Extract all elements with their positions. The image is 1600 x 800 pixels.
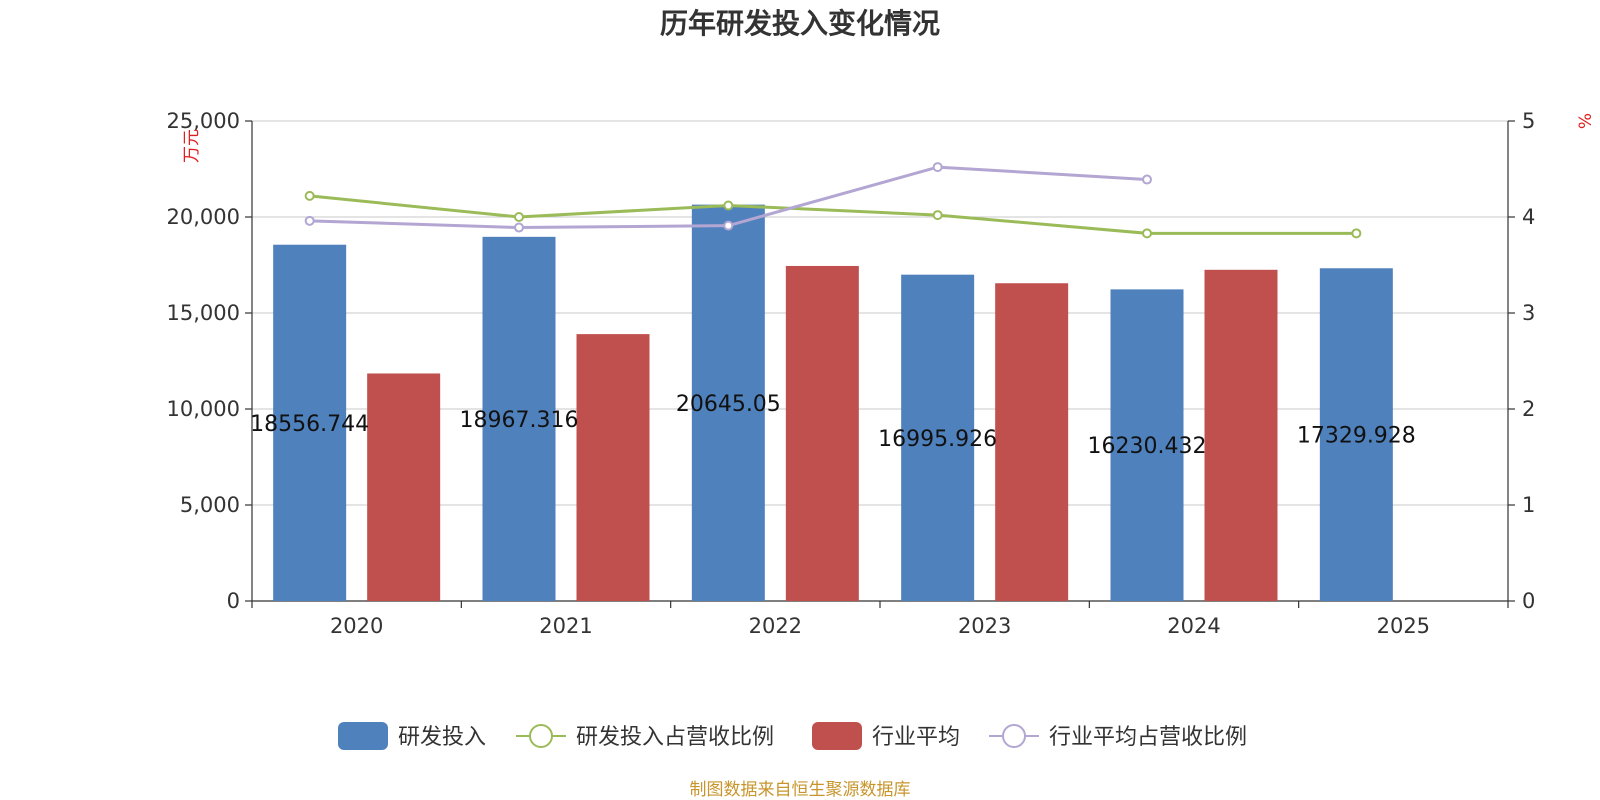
- legend: 研发投入 研发投入占营收比例 行业平均 行业平均占营收比例: [338, 722, 1247, 750]
- right-tick-label: 1: [1522, 493, 1535, 517]
- legend-swatch-bar: [812, 722, 862, 750]
- left-tick-label: 20,000: [167, 205, 240, 229]
- bar-data-label: 18556.744: [250, 412, 369, 437]
- bar-industry-average: [995, 283, 1069, 601]
- left-tick-label: 0: [227, 589, 240, 613]
- left-tick-label: 15,000: [167, 301, 240, 325]
- left-tick-label: 25,000: [167, 109, 240, 133]
- point-industry-ratio: [304, 215, 315, 226]
- bar-data-label: 20645.05: [676, 392, 781, 417]
- x-tick-label: 2023: [958, 614, 1011, 638]
- legend-swatch-bar: [338, 722, 388, 750]
- axes: 0 5,000 10,000 15,000 20,000 25,000 0 1 2 3 4 5 2020…: [167, 109, 1536, 638]
- point-rd-ratio: [932, 210, 943, 221]
- x-tick-label: 2024: [1167, 614, 1220, 638]
- bar-data-label: 16995.926: [878, 427, 997, 452]
- right-tick-label: 4: [1522, 205, 1535, 229]
- right-tick-label: 5: [1522, 109, 1535, 133]
- point-rd-ratio: [1351, 228, 1362, 239]
- right-tick-label: 3: [1522, 301, 1535, 325]
- bar-rd-investment: [691, 204, 765, 601]
- left-tick-label: 10,000: [167, 397, 240, 421]
- point-industry-ratio: [514, 222, 524, 233]
- bar-data-label: 16230.432: [1088, 434, 1207, 459]
- x-tick-label: 2021: [539, 614, 592, 638]
- bar-rd-investment: [482, 236, 556, 602]
- x-tick-label: 2022: [749, 614, 802, 638]
- left-axis-unit: 万元: [182, 129, 202, 163]
- point-rd-ratio: [1142, 228, 1152, 239]
- right-axis-unit: %: [1576, 113, 1596, 129]
- bar-industry-average: [576, 334, 650, 601]
- legend-label: 研发投入占营收比例: [576, 725, 774, 750]
- bar-industry-average: [1204, 269, 1278, 601]
- chart-title: 历年研发投入变化情况: [660, 7, 940, 40]
- point-industry-ratio: [723, 220, 734, 231]
- x-tick-label: 2025: [1377, 614, 1430, 638]
- bar-data-label: 17329.928: [1297, 424, 1416, 449]
- legend-label: 行业平均: [872, 725, 960, 750]
- point-rd-ratio: [514, 212, 524, 222]
- lines: [304, 162, 1362, 239]
- point-industry-ratio: [1142, 174, 1152, 185]
- legend-label: 行业平均占营收比例: [1049, 725, 1247, 750]
- right-tick-label: 0: [1522, 589, 1535, 613]
- legend-label: 研发投入: [398, 725, 486, 750]
- bar-industry-average: [785, 265, 859, 601]
- grid: [252, 120, 1508, 506]
- point-rd-ratio: [304, 190, 315, 201]
- x-tick-label: 2020: [330, 614, 383, 638]
- point-industry-ratio: [932, 162, 943, 173]
- bar-rd-investment: [1110, 289, 1184, 601]
- point-rd-ratio: [723, 200, 734, 211]
- bar-rd-investment: [1319, 268, 1393, 601]
- bar-data-label: 18967.316: [460, 408, 579, 433]
- right-tick-label: 2: [1522, 397, 1535, 421]
- legend-swatch-marker: [1002, 724, 1026, 748]
- legend-swatch-marker: [529, 724, 553, 748]
- line-rd-ratio: [309, 194, 1357, 235]
- left-tick-label: 5,000: [180, 493, 240, 517]
- bar-rd-investment: [901, 274, 975, 601]
- source-note: 制图数据来自恒生聚源数据库: [690, 780, 911, 800]
- bars: [273, 204, 1393, 602]
- data-labels: 18556.744 18967.316 20645.05 16995.926 16230…: [250, 392, 1416, 459]
- bar-rd-investment: [273, 244, 347, 601]
- bar-industry-average: [367, 373, 441, 601]
